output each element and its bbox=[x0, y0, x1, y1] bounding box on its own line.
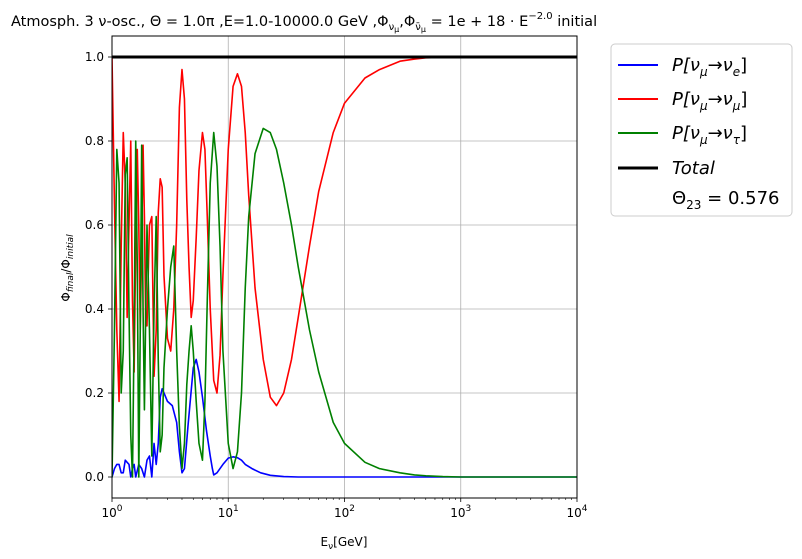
legend-label-total: Total bbox=[672, 158, 715, 179]
y-tick-label: 0.0 bbox=[85, 470, 104, 484]
y-tick-label: 0.8 bbox=[85, 134, 104, 148]
legend-label-nu-mu: P[νμ→νμ] bbox=[672, 89, 747, 113]
x-tick-label: 100 bbox=[101, 504, 122, 520]
chart-title: Atmosph. 3 ν-osc., Θ = 1.0π ,E=1.0-10000… bbox=[11, 11, 597, 34]
axis-ticks: 100 101 102 103 104 0.0 0.2 0.4 0.6 0.8 1.0 bbox=[85, 50, 588, 520]
x-tick-label: 103 bbox=[450, 504, 471, 520]
plot-frame bbox=[111, 35, 578, 499]
series-lines bbox=[112, 55, 577, 478]
series-nu-tau bbox=[112, 127, 577, 478]
legend-box bbox=[610, 43, 793, 217]
legend-label-theta: Θ23 = 0.576 bbox=[672, 188, 780, 212]
y-tick-label: 0.2 bbox=[85, 386, 104, 400]
x-tick-label: 102 bbox=[334, 504, 355, 520]
y-tick-label: 0.4 bbox=[85, 302, 104, 316]
x-tick-label: 101 bbox=[218, 504, 239, 520]
legend: P[νμ→νe] P[νμ→νμ] P[νμ→ντ] Total Θ23 = 0… bbox=[610, 43, 793, 217]
y-tick-label: 1.0 bbox=[85, 50, 104, 64]
x-tick-label: 104 bbox=[566, 504, 587, 520]
legend-label-nu-e: P[νμ→νe] bbox=[672, 55, 747, 79]
y-axis-label: Φfinal/Φinitial bbox=[59, 234, 76, 302]
x-axis-label: Eν[GeV] bbox=[321, 535, 368, 552]
legend-label-nu-tau: P[νμ→ντ] bbox=[672, 123, 747, 147]
y-tick-label: 0.6 bbox=[85, 218, 104, 232]
